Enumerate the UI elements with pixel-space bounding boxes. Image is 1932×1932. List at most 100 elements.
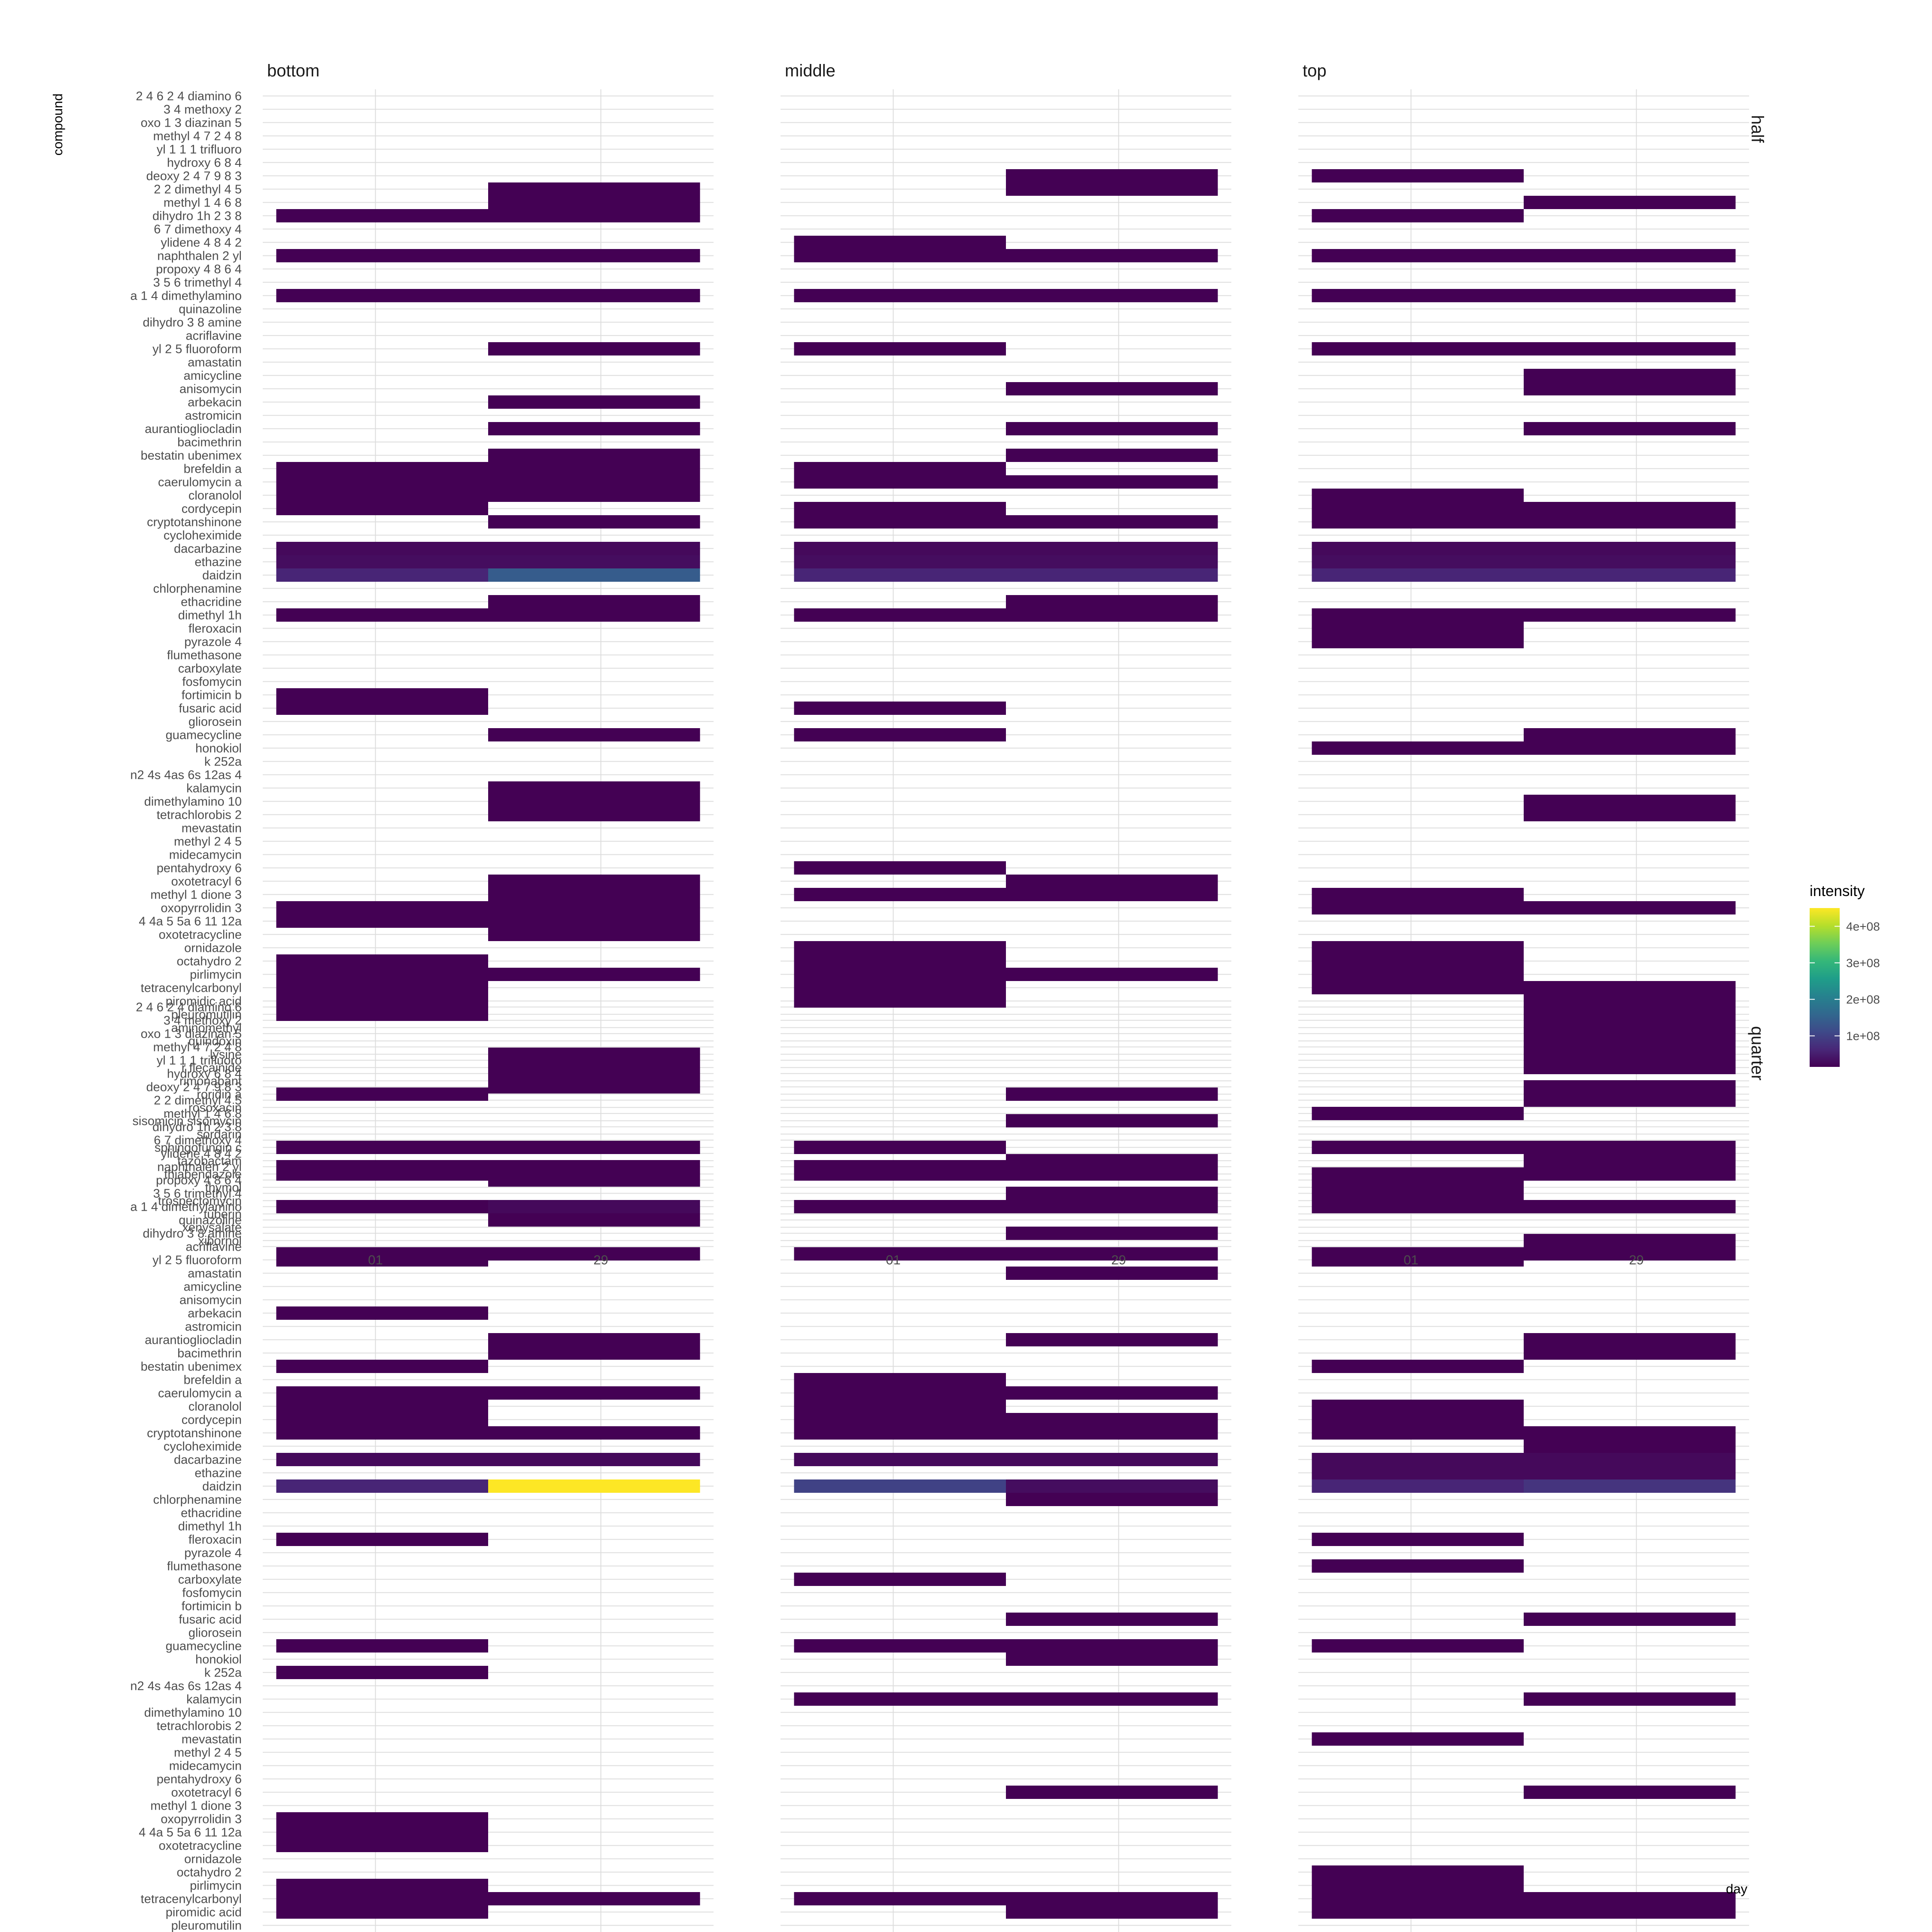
heatmap-cell: [1006, 1114, 1218, 1127]
y-tick-label: pyrazole 4: [184, 1546, 242, 1560]
heatmap-cell: [488, 1061, 700, 1074]
y-tick-label: ylidene 4 8 4 2: [161, 236, 242, 250]
heatmap-cell: [1524, 369, 1736, 382]
y-tick-label: pentahydroxy 6: [157, 1773, 242, 1786]
heatmap-cell: [488, 462, 700, 475]
heatmap-cell: [1524, 1080, 1736, 1094]
heatmap-cell: [1312, 954, 1524, 968]
heatmap-cell: [488, 1213, 700, 1227]
y-tick-label: arbekacin: [188, 396, 242, 410]
heatmap-cell: [1006, 1088, 1218, 1101]
y-tick-label: thymol: [205, 1181, 242, 1195]
y-tick-label: amastatin: [188, 1267, 242, 1281]
heatmap-cell: [794, 502, 1006, 515]
heatmap-cell: [1312, 1413, 1524, 1426]
heatmap-cell: [1524, 1786, 1736, 1799]
y-tick-label: fleroxacin: [188, 1533, 242, 1547]
legend-label: 3e+08: [1846, 957, 1880, 970]
y-tick-label: methyl 4 7 2 4 8: [153, 1041, 242, 1054]
facet-column-label: middle: [785, 61, 835, 80]
heatmap-cell: [276, 475, 488, 489]
heatmap-cell: [1524, 1200, 1736, 1213]
y-tick-label: chlorphenamine: [153, 1493, 242, 1507]
heatmap-cell: [1312, 981, 1524, 994]
heatmap-cell: [1524, 555, 1736, 568]
y-tick-label: oxotetracycline: [159, 928, 242, 942]
y-tick-label: fusaric acid: [179, 1613, 242, 1627]
heatmap-cell: [794, 555, 1006, 568]
heatmap-cell: [488, 489, 700, 502]
y-tick-label: kalamycin: [186, 782, 242, 796]
heatmap-cell: [1312, 1466, 1524, 1479]
heatmap-cell: [276, 1400, 488, 1413]
y-tick-label: fosfomycin: [182, 675, 242, 689]
heatmap-cell: [1006, 1479, 1218, 1493]
y-tick-label: flumethasone: [167, 649, 242, 662]
heatmap-cell: [488, 914, 700, 928]
y-tick-label: sphingofungin c: [155, 1141, 242, 1155]
heatmap-cell: [276, 1479, 488, 1493]
heatmap-cell: [794, 702, 1006, 715]
heatmap-cell: [488, 182, 700, 196]
y-tick-label: 4 4a 5 5a 6 11 12a: [139, 1826, 242, 1840]
y-tick-label: amastatin: [188, 356, 242, 370]
y-tick-label: 3 4 methoxy 2: [164, 103, 242, 117]
heatmap-cell: [1524, 1094, 1736, 1107]
heatmap-cell: [1006, 608, 1218, 622]
y-tick-label: tetrachlorobis 2: [157, 1719, 242, 1733]
y-tick-label: mevastatin: [182, 822, 242, 835]
y-tick-label: anisomycin: [179, 383, 242, 396]
heatmap-cell: [276, 1008, 488, 1021]
heatmap-cell: [1524, 422, 1736, 435]
heatmap-cell: [794, 515, 1006, 529]
heatmap-cell: [1312, 622, 1524, 635]
heatmap-cell: [1524, 1905, 1736, 1919]
heatmap-cell: [276, 1905, 488, 1919]
y-tick-label: oxo 1 3 diazinan 5: [141, 116, 242, 130]
heatmap-cell: [1006, 1167, 1218, 1181]
y-tick-label: tuberin: [204, 1208, 242, 1221]
heatmap-cell: [1312, 1253, 1524, 1267]
heatmap-cell: [794, 954, 1006, 968]
heatmap-cell: [488, 342, 700, 355]
heatmap-cell: [1524, 1426, 1736, 1440]
heatmap-cell: [488, 209, 700, 222]
legend-label: 2e+08: [1846, 993, 1880, 1006]
y-tick-label: a 1 4 dimethylamino: [130, 289, 242, 303]
heatmap-cell: [794, 1200, 1006, 1213]
heatmap-cell: [276, 1413, 488, 1426]
y-tick-label: kalamycin: [186, 1693, 242, 1707]
heatmap-cell: [488, 555, 700, 568]
facet-column-label: bottom: [267, 61, 319, 80]
heatmap-cell: [488, 422, 700, 435]
heatmap-cell: [1524, 1008, 1736, 1021]
heatmap-cell: [488, 1346, 700, 1360]
y-tick-label: dihydro 1h 2 3 8: [152, 210, 242, 223]
heatmap-cell: [1312, 1865, 1524, 1879]
y-tick-label: caerulomycin a: [158, 1387, 242, 1400]
heatmap-cell: [1006, 1187, 1218, 1200]
y-tick-label: cordycepin: [182, 502, 242, 516]
heatmap-cell: [1524, 1692, 1736, 1706]
y-tick-label: yl 2 5 fluoroform: [152, 343, 242, 356]
heatmap-cell: [1006, 475, 1218, 489]
y-tick-label: methyl 1 dione 3: [150, 1799, 242, 1813]
heatmap-cell: [276, 1879, 488, 1892]
x-tick-label: 29: [1629, 1252, 1643, 1267]
heatmap-cell: [1006, 515, 1218, 529]
y-tick-label: daidzin: [202, 1480, 242, 1494]
y-tick-label: yl 2 5 fluoroform: [152, 1254, 242, 1267]
y-tick-label: fortimicin b: [182, 1600, 242, 1613]
y-tick-label: tazobactam: [177, 1154, 242, 1168]
y-tick-label: bacimethrin: [177, 436, 242, 450]
y-tick-label: naphthalen 2 yl: [157, 249, 242, 263]
y-tick-label: gliorosein: [188, 715, 242, 729]
y-tick-label: oxotetracyl 6: [171, 1786, 242, 1800]
heatmap-cell: [1312, 289, 1524, 302]
heatmap-cell: [1312, 741, 1524, 755]
y-tick-label: honokiol: [195, 1653, 242, 1667]
heatmap-cell: [488, 728, 700, 741]
heatmap-cell: [1312, 568, 1524, 582]
heatmap-cell: [1006, 1247, 1218, 1261]
heatmap-cell: [1312, 1426, 1524, 1440]
